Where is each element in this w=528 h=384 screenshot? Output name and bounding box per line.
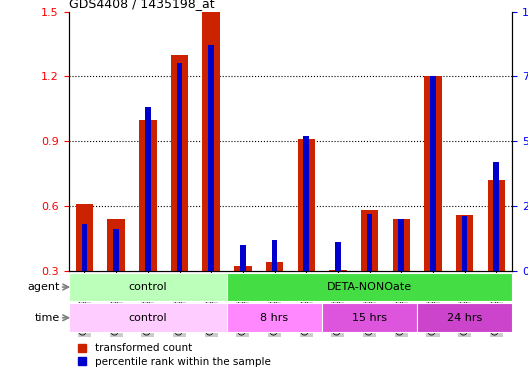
Bar [335,242,341,271]
Bar [227,273,512,301]
Bar [139,119,156,336]
Bar [322,303,417,332]
Bar [298,139,315,336]
Bar [171,55,188,336]
Text: DETA-NONOate: DETA-NONOate [327,282,412,292]
Bar [456,215,473,336]
Bar [361,210,378,336]
Bar [399,219,404,271]
Bar [209,45,214,271]
Bar [69,303,227,332]
Bar [430,76,436,271]
Bar [304,136,309,271]
Legend: transformed count, percentile rank within the sample: transformed count, percentile rank withi… [74,339,275,371]
Bar [76,204,93,336]
Bar [266,262,283,336]
Text: GDS4408 / 1435198_at: GDS4408 / 1435198_at [69,0,214,10]
Bar [203,12,220,336]
Bar [177,63,182,271]
Text: 8 hrs: 8 hrs [260,313,289,323]
Bar [145,108,150,271]
Bar [114,229,119,271]
Bar [487,180,505,336]
Bar [234,266,251,336]
Bar [227,303,322,332]
Text: control: control [128,282,167,292]
Text: 15 hrs: 15 hrs [352,313,387,323]
Text: time: time [34,313,60,323]
Bar [272,240,277,271]
Text: 24 hrs: 24 hrs [447,313,482,323]
Bar [108,219,125,336]
Bar [494,162,499,271]
Bar [417,303,512,332]
Text: agent: agent [27,282,60,292]
Text: control: control [128,313,167,323]
Bar [329,270,346,336]
Bar [240,245,246,271]
Bar [392,219,410,336]
Bar [462,216,467,271]
Bar [425,76,441,336]
Bar [82,224,87,271]
Bar [69,273,227,301]
Bar [367,214,372,271]
